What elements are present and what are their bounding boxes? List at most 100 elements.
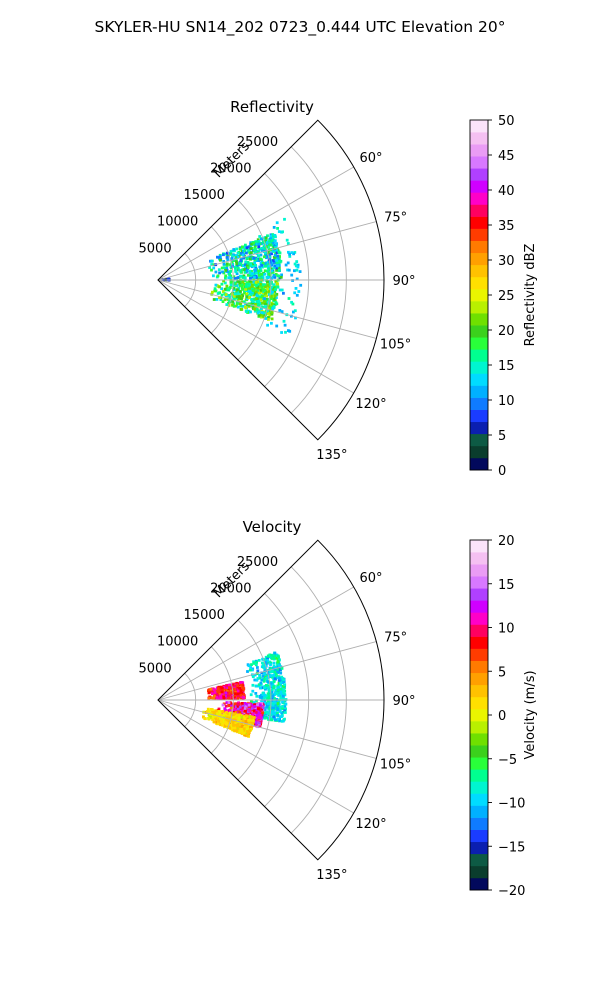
echo-cell	[266, 269, 269, 273]
echo-cell	[239, 304, 243, 308]
echo-cell	[275, 657, 279, 660]
echo-cell	[276, 706, 280, 710]
echo-cell	[229, 686, 233, 690]
echo-cell	[271, 243, 275, 247]
echo-cell	[214, 283, 218, 287]
echo-cell	[266, 284, 270, 287]
echo-cell	[278, 658, 281, 662]
colorbar-tick-label: 5	[498, 665, 506, 680]
echo-cell	[265, 294, 269, 298]
echo-cell	[260, 699, 263, 703]
echo-cell	[276, 661, 279, 665]
echo-cell	[234, 266, 237, 270]
echo-cell	[256, 283, 260, 287]
echo-cell	[279, 681, 283, 685]
echo-cell	[236, 288, 239, 292]
echo-cell	[239, 259, 243, 262]
echo-cell	[275, 281, 279, 285]
colorbar-tick-label: 50	[498, 114, 515, 129]
echo-cell	[250, 251, 253, 254]
echo-cell	[267, 272, 271, 276]
echo-cell	[272, 226, 276, 229]
echo-cell	[236, 724, 239, 728]
echo-cell	[240, 297, 243, 301]
echo-cell	[272, 700, 276, 703]
echo-cell	[271, 654, 275, 658]
echo-cell	[280, 288, 284, 292]
echo-cell	[270, 706, 274, 710]
echo-cell	[261, 675, 265, 678]
echo-cell	[273, 697, 276, 700]
echo-cell	[240, 715, 244, 719]
echo-cell	[243, 271, 247, 274]
echo-cell	[243, 733, 247, 737]
echo-cell	[248, 292, 252, 296]
echo-cell	[270, 267, 274, 271]
colorbar-segment	[470, 409, 488, 423]
echo-cell	[281, 692, 284, 695]
velocity-grid	[157, 539, 385, 861]
echo-cell	[264, 254, 268, 258]
echo-cell	[221, 717, 225, 721]
echo-cell	[291, 302, 295, 306]
colorbar-segment	[470, 636, 488, 649]
echo-cell	[235, 264, 239, 267]
reflectivity-panel: Reflectivity 5000 10000 15000 20000 25000 60…	[139, 98, 538, 479]
echo-cell	[225, 264, 229, 267]
echo-cell	[282, 719, 285, 723]
echo-cell	[257, 300, 261, 303]
echo-cell	[272, 274, 276, 277]
echo-cell	[274, 264, 277, 268]
echo-cell	[278, 309, 282, 312]
echo-cell	[222, 260, 226, 263]
echo-cell	[235, 247, 239, 251]
echo-cell	[257, 721, 261, 725]
echo-cell	[266, 684, 270, 688]
echo-cell	[228, 295, 232, 299]
echo-cell	[263, 715, 266, 719]
echo-cell	[222, 685, 226, 689]
echo-cell	[267, 318, 270, 321]
echo-cell	[258, 673, 262, 677]
echo-cell	[213, 711, 216, 714]
colorbar-segment	[470, 204, 488, 217]
echo-cell	[256, 703, 259, 706]
echo-cell	[277, 655, 280, 658]
echo-cell	[263, 658, 267, 661]
echo-cell	[235, 260, 238, 263]
echo-cell	[246, 250, 250, 253]
echo-cell	[242, 696, 245, 699]
echo-cell	[271, 290, 274, 294]
echo-cell	[253, 246, 257, 250]
echo-cell	[245, 728, 249, 732]
echo-cell	[251, 718, 254, 722]
reflectivity-radial-ticks: 5000 10000 15000 20000 25000	[139, 135, 279, 257]
velocity-radial-ticks: 5000 10000 15000 20000 25000	[139, 555, 279, 677]
echo-cell	[270, 712, 273, 715]
colorbar-segment	[470, 252, 488, 266]
echo-cell	[257, 276, 261, 280]
echo-cell	[247, 263, 251, 267]
echo-cell	[229, 724, 233, 727]
echo-cell	[270, 317, 274, 321]
echo-cell	[265, 264, 269, 268]
echo-cell	[294, 316, 297, 320]
echo-cell	[240, 284, 244, 288]
echo-cell	[244, 285, 248, 288]
echo-cell	[209, 714, 212, 718]
echo-cell	[248, 279, 252, 283]
echo-cell	[234, 295, 238, 298]
echo-cell	[248, 715, 252, 719]
echo-cell	[268, 670, 272, 674]
colorbar-tick-label: 35	[498, 219, 515, 234]
echo-cell	[282, 678, 285, 682]
colorbar-segment	[470, 228, 488, 241]
echo-cell	[259, 269, 263, 273]
radial-tick-label: 5000	[139, 241, 172, 256]
echo-cell	[226, 714, 230, 718]
echo-cell	[273, 257, 277, 261]
echo-cell	[273, 677, 277, 681]
echo-cell	[238, 705, 242, 709]
echo-cell	[249, 263, 252, 267]
echo-cell	[227, 686, 231, 689]
